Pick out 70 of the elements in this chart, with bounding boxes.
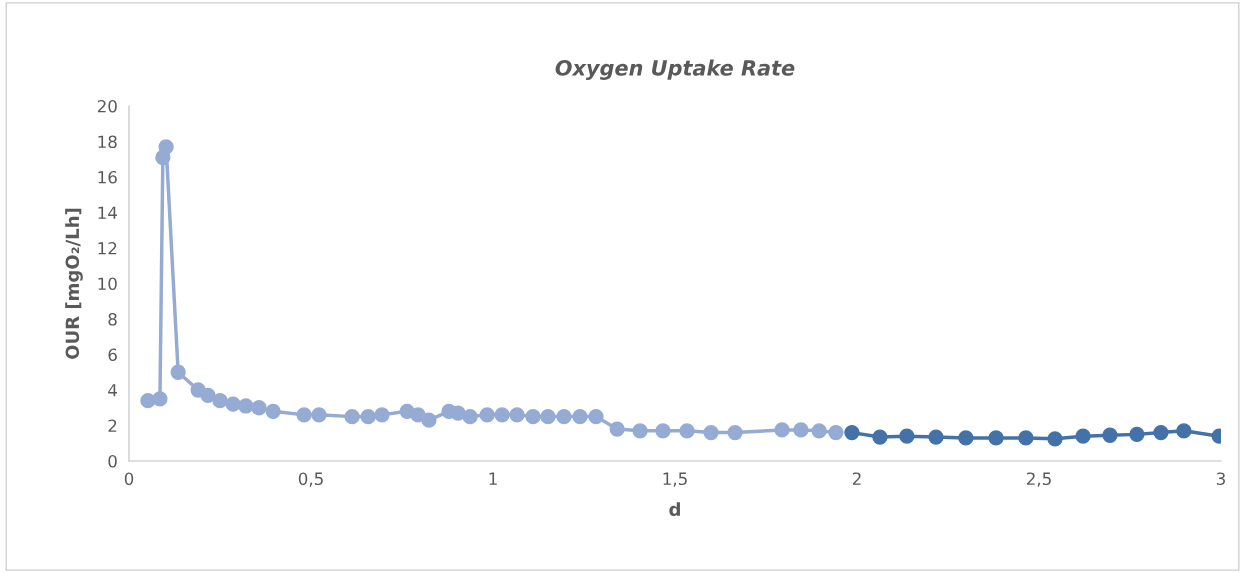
point — [844, 424, 860, 441]
point — [152, 391, 168, 407]
point — [265, 403, 281, 419]
x-tick-label: 1 — [489, 472, 497, 485]
point — [200, 387, 216, 403]
point — [525, 408, 541, 425]
point — [225, 396, 241, 412]
x-axis-title: d — [669, 502, 680, 517]
point — [828, 424, 844, 441]
point — [679, 423, 695, 439]
point — [494, 407, 510, 423]
y-axis-title: OUR [mgO₂/Lh] — [65, 208, 83, 359]
point — [462, 408, 478, 425]
point — [374, 407, 390, 423]
point — [251, 400, 267, 416]
point — [572, 408, 588, 425]
point — [158, 139, 174, 155]
point — [479, 407, 495, 423]
point — [1176, 423, 1192, 439]
point — [872, 429, 888, 445]
y-tick-label: 12 — [98, 241, 117, 255]
x-tick-label: 2,5 — [1026, 472, 1051, 487]
point — [1018, 430, 1034, 446]
y-tick-label: 6 — [108, 348, 117, 362]
y-tick-label: 8 — [108, 312, 117, 326]
x-tick-label: 0,5 — [298, 472, 323, 487]
y-tick-label: 0 — [108, 454, 117, 468]
point — [450, 405, 466, 421]
point — [311, 407, 327, 423]
point — [140, 393, 156, 409]
y-tick-label: 14 — [98, 206, 117, 219]
point — [632, 423, 648, 439]
x-tick-label: 3 — [1216, 472, 1225, 486]
point — [238, 398, 254, 414]
point — [727, 424, 743, 441]
point — [988, 430, 1004, 446]
point — [588, 408, 604, 425]
y-tick-label: 4 — [108, 384, 117, 397]
point — [899, 428, 915, 444]
point — [958, 430, 974, 446]
point — [1102, 427, 1118, 443]
point — [556, 408, 572, 425]
point — [928, 429, 944, 445]
point — [421, 412, 437, 428]
point — [609, 421, 625, 437]
y-tick-label: 2 — [108, 419, 117, 432]
y-tick-label: 10 — [98, 277, 117, 291]
point — [212, 393, 228, 409]
chart-title: Oxygen Uptake Rate — [555, 59, 795, 80]
point — [811, 423, 827, 439]
point — [509, 407, 525, 423]
point — [1129, 426, 1145, 443]
point — [344, 408, 360, 425]
point — [774, 422, 790, 438]
point — [793, 422, 809, 438]
point — [703, 424, 719, 441]
x-tick-label: 2 — [852, 472, 861, 485]
y-tick-label: 20 — [97, 99, 117, 113]
point — [540, 408, 556, 425]
point — [655, 423, 671, 439]
point — [170, 364, 186, 380]
point — [296, 407, 312, 423]
x-tick-label: 0 — [124, 472, 134, 486]
y-tick-label: 18 — [98, 135, 117, 149]
point — [1153, 424, 1169, 441]
point — [1075, 428, 1091, 444]
point — [1047, 431, 1063, 447]
y-tick-label: 16 — [98, 170, 117, 184]
point — [360, 408, 376, 425]
x-tick-label: 1,5 — [663, 472, 687, 487]
